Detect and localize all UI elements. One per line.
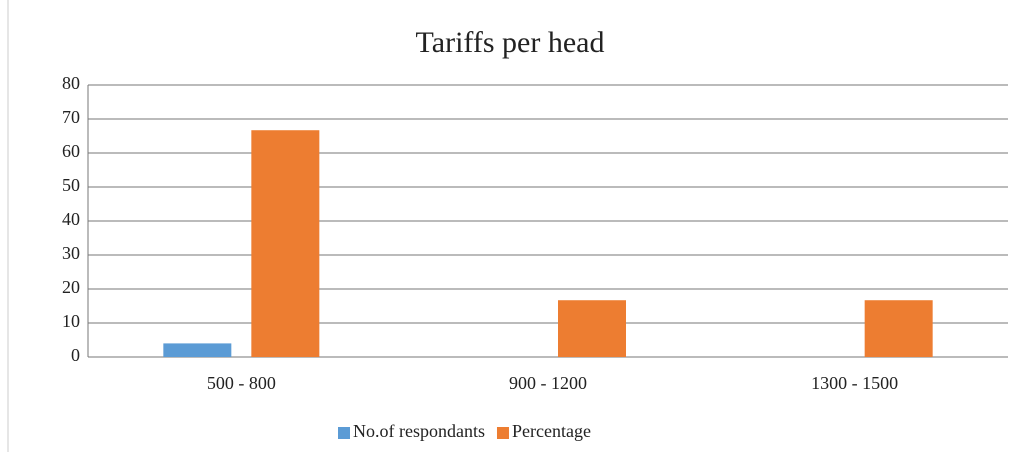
x-tick-label: 900 - 1200 xyxy=(509,373,587,393)
y-tick-label: 50 xyxy=(62,175,80,195)
y-tick-label: 80 xyxy=(62,73,80,93)
legend-swatch xyxy=(338,427,350,439)
y-tick-label: 60 xyxy=(62,141,80,161)
y-tick-label: 40 xyxy=(62,209,80,229)
legend-swatch xyxy=(496,427,509,439)
legend-label: No.of respondants xyxy=(353,421,485,441)
legend-label: Percentage xyxy=(512,421,591,441)
y-tick-label: 20 xyxy=(62,277,80,297)
x-tick-label: 500 - 800 xyxy=(207,373,276,393)
bar xyxy=(251,130,320,357)
bar xyxy=(864,300,933,357)
y-tick-label: 10 xyxy=(62,311,80,331)
y-tick-label: 70 xyxy=(62,107,80,127)
y-tick-label: 0 xyxy=(71,345,80,365)
x-tick-label: 1300 - 1500 xyxy=(811,373,898,393)
chart-title: Tariffs per head xyxy=(416,26,605,59)
y-tick-label: 30 xyxy=(62,243,80,263)
bar xyxy=(558,300,626,357)
bar xyxy=(163,343,232,357)
